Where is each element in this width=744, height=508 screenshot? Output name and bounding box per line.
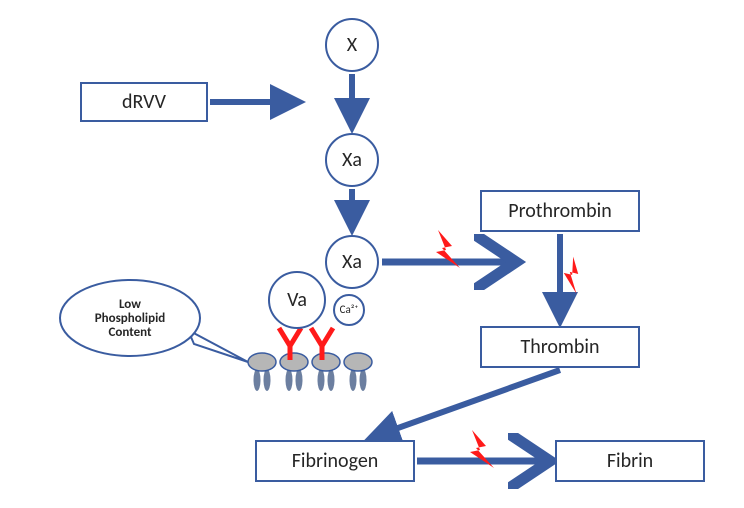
node-thrombin: Thrombin [480,326,640,368]
thrombin-to-fibrinogen [370,370,560,438]
phospholipid-icon [312,353,340,391]
lightning-2 [558,256,590,294]
node-va: Va [268,271,326,329]
lightning-3 [470,430,494,468]
callout-bubble [60,280,200,356]
phospholipid-icon [344,353,372,391]
antibody-icon [311,328,333,360]
callout-text: Content [109,325,152,340]
node-xa-mid: Xa [325,133,379,187]
node-fibrinogen: Fibrinogen [255,440,415,482]
antibody-icon [279,328,301,360]
node-x: X [325,18,379,72]
node-ca: Ca²⁺ [333,294,365,326]
callout-text: Low [119,297,141,312]
node-fibrin: Fibrin [555,440,705,482]
node-drvv: dRVV [80,82,208,122]
node-prothrombin: Prothrombin [480,190,640,232]
node-xa-complex: Xa [325,235,379,289]
lightning-1 [436,230,460,268]
phospholipid-icon [280,353,308,391]
callout-text: Phospholipid [95,311,166,326]
phospholipid-icon [248,353,276,391]
